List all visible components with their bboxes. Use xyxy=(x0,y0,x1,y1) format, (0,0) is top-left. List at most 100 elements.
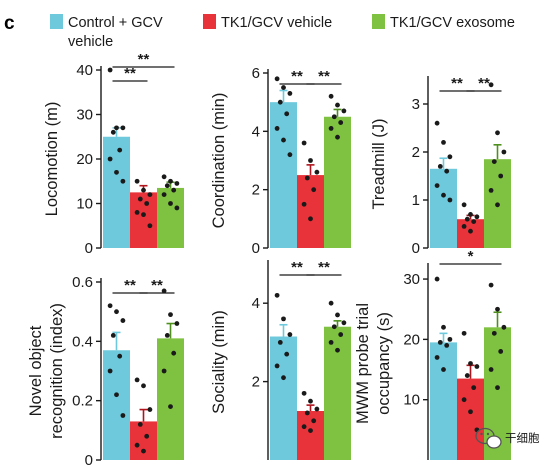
y-axis-title-sociality: Sociality (min) xyxy=(210,310,228,414)
bar-sociality-2 xyxy=(324,326,351,460)
bar-novel-object-1 xyxy=(130,421,157,460)
point-locomotion-0-2 xyxy=(120,125,126,131)
point-locomotion-1-7 xyxy=(147,223,153,229)
point-locomotion-1-0 xyxy=(134,178,140,184)
point-treadmill-2-3 xyxy=(491,159,497,165)
y-tick-label-locomotion-3: 30 xyxy=(76,107,93,124)
point-treadmill-1-2 xyxy=(474,214,480,220)
point-treadmill-0-6 xyxy=(441,192,446,198)
y-tick-label-novel-object-1: 0.2 xyxy=(72,393,93,410)
point-locomotion-0-3 xyxy=(110,129,116,135)
point-coordination-2-3 xyxy=(331,114,337,120)
point-locomotion-2-2 xyxy=(174,181,180,186)
y-tick-label-treadmill-1: 1 xyxy=(412,192,420,209)
point-locomotion-1-6 xyxy=(141,212,146,218)
y-axis-title-coordination: Coordination (min) xyxy=(210,93,228,229)
point-novel-object-1-4 xyxy=(144,433,150,439)
point-treadmill-0-5 xyxy=(434,183,440,189)
point-mwm-0-3 xyxy=(437,339,443,345)
point-treadmill-1-5 xyxy=(461,224,467,229)
point-coordination-2-4 xyxy=(338,120,344,125)
point-coordination-0-3 xyxy=(277,99,283,105)
point-treadmill-2-0 xyxy=(488,82,494,88)
point-locomotion-2-7 xyxy=(174,205,180,211)
y-tick-label-mwm-0: 10 xyxy=(403,392,420,409)
point-locomotion-2-1 xyxy=(168,178,173,184)
point-locomotion-0-0 xyxy=(107,67,113,73)
sig-label-novel-object-1: ** xyxy=(151,277,163,294)
point-sociality-2-4 xyxy=(338,332,344,337)
sig-label-coordination-1: ** xyxy=(318,68,330,85)
point-sociality-1-6 xyxy=(308,428,313,433)
point-locomotion-0-4 xyxy=(117,147,123,153)
point-sociality-0-0 xyxy=(274,292,280,298)
point-locomotion-1-5 xyxy=(134,210,140,215)
point-mwm-1-1 xyxy=(468,361,473,366)
legend-label-vehicle: TK1/GCV vehicle xyxy=(221,15,332,31)
point-coordination-2-6 xyxy=(335,134,340,140)
point-treadmill-0-7 xyxy=(447,197,453,203)
point-sociality-1-0 xyxy=(301,390,307,396)
point-novel-object-2-2 xyxy=(174,321,180,326)
point-coordination-1-3 xyxy=(304,175,310,181)
point-mwm-1-2 xyxy=(474,364,480,369)
sig-label-mwm-0: * xyxy=(468,248,474,265)
point-coordination-1-5 xyxy=(301,201,307,207)
point-treadmill-1-6 xyxy=(468,228,473,234)
point-treadmill-0-2 xyxy=(447,154,453,160)
bar-treadmill-1 xyxy=(457,219,484,248)
bar-mwm-1 xyxy=(457,378,484,460)
point-coordination-2-0 xyxy=(328,93,334,99)
y-tick-label-treadmill-3: 3 xyxy=(412,96,420,113)
y-tick-label-sociality-1: 4 xyxy=(252,295,260,312)
y-axis-title-novel-object: Novel object xyxy=(27,325,45,416)
bar-coordination-1 xyxy=(297,175,324,248)
sig-label-treadmill-0: ** xyxy=(451,75,463,92)
point-novel-object-1-1 xyxy=(141,383,146,389)
sig-label-sociality-0: ** xyxy=(291,259,303,276)
point-mwm-2-6 xyxy=(495,385,500,391)
bar-sociality-1 xyxy=(297,411,324,460)
point-treadmill-2-6 xyxy=(495,202,500,208)
point-coordination-2-1 xyxy=(335,102,340,108)
point-coordination-0-7 xyxy=(287,152,293,158)
y-tick-label-novel-object-2: 0.4 xyxy=(72,333,93,350)
sig-label-locomotion-1: ** xyxy=(138,51,150,68)
point-mwm-2-5 xyxy=(488,367,494,372)
point-coordination-0-1 xyxy=(281,85,286,90)
legend-label-control-line2: vehicle xyxy=(68,34,113,50)
point-treadmill-1-0 xyxy=(461,202,467,208)
point-mwm-0-1 xyxy=(441,324,446,330)
legend-swatch-control xyxy=(50,14,63,29)
point-sociality-0-2 xyxy=(287,332,293,337)
point-sociality-2-6 xyxy=(335,347,340,353)
y-tick-label-treadmill-2: 2 xyxy=(412,144,420,161)
point-coordination-0-6 xyxy=(281,137,286,143)
point-treadmill-2-5 xyxy=(488,188,494,193)
point-mwm-0-0 xyxy=(434,276,440,282)
sig-label-sociality-1: ** xyxy=(318,259,330,276)
point-mwm-0-2 xyxy=(447,336,453,342)
point-coordination-2-2 xyxy=(341,108,347,114)
point-locomotion-2-4 xyxy=(171,187,177,193)
point-mwm-2-2 xyxy=(501,324,507,330)
point-sociality-2-5 xyxy=(328,340,334,345)
point-novel-object-2-6 xyxy=(168,404,173,409)
legend-swatch-exosome xyxy=(372,14,385,29)
bar-mwm-0 xyxy=(430,342,457,460)
legend-label-control: Control + GCV xyxy=(68,15,163,31)
point-sociality-0-5 xyxy=(274,363,280,369)
point-locomotion-2-6 xyxy=(168,201,173,206)
point-locomotion-2-3 xyxy=(164,183,170,189)
point-locomotion-2-0 xyxy=(161,174,167,180)
sig-label-treadmill-1: ** xyxy=(478,75,490,92)
point-coordination-1-2 xyxy=(314,169,320,175)
y-tick-label-mwm-2: 30 xyxy=(403,271,420,288)
point-mwm-0-4 xyxy=(444,343,450,348)
point-novel-object-0-4 xyxy=(117,353,123,359)
point-coordination-0-0 xyxy=(274,76,280,82)
y-axis-title-treadmill: Treadmill (J) xyxy=(370,118,388,209)
y-axis-title-line2-mwm: occupancy (s) xyxy=(375,312,393,415)
point-locomotion-1-4 xyxy=(144,201,150,206)
